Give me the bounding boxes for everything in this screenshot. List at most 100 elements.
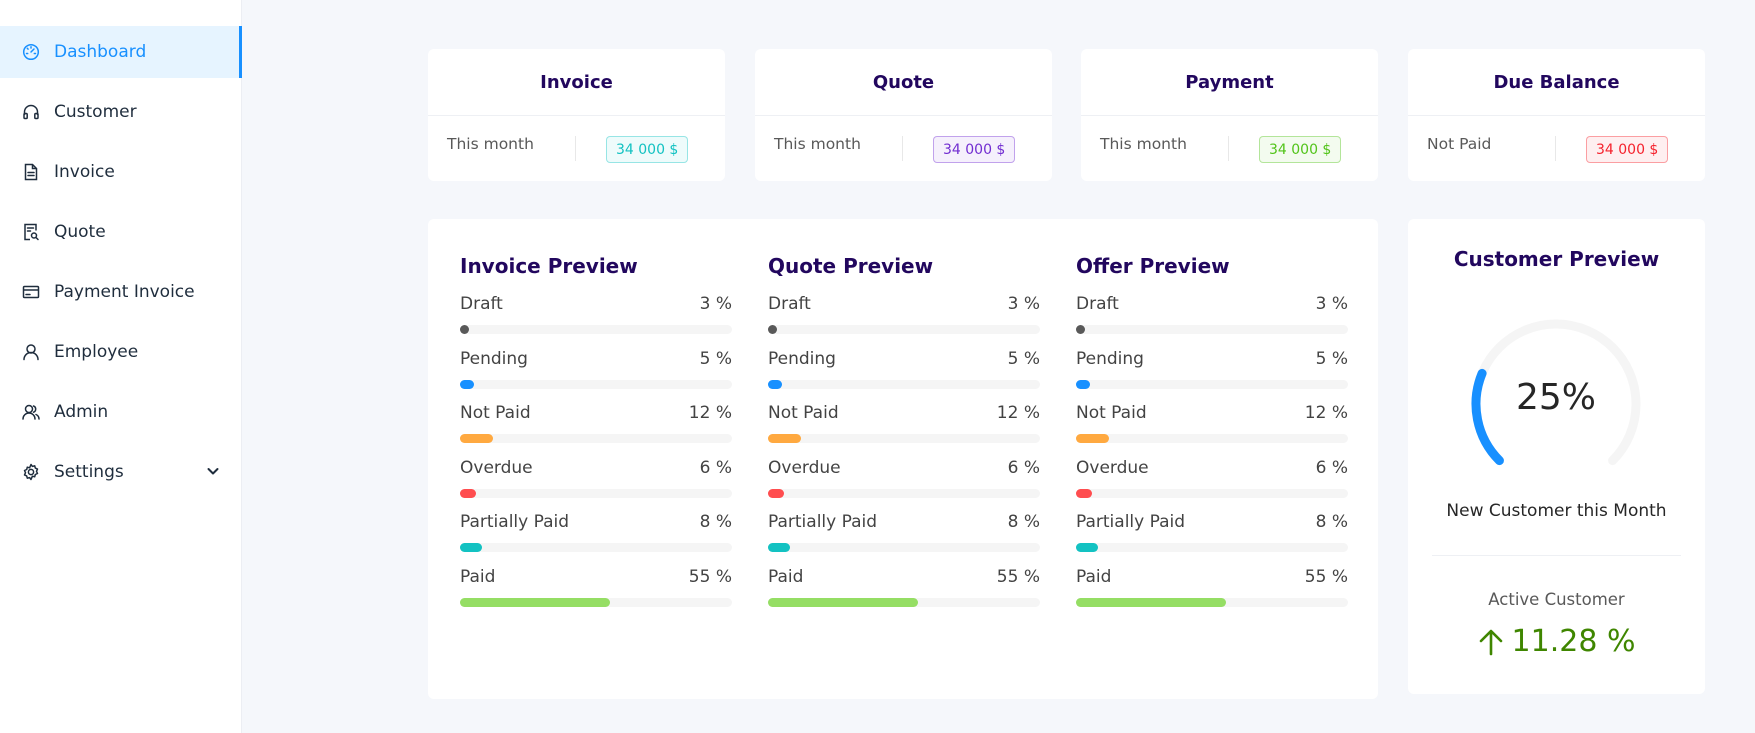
status-label: Draft	[768, 294, 811, 314]
status-row: Paid 55 %	[460, 567, 732, 617]
summary-card-payment: Payment This month 34 000 $	[1081, 49, 1378, 181]
summary-card-label: This month	[1100, 135, 1187, 153]
sidebar-item-label: Invoice	[54, 162, 115, 182]
sidebar-item-employee[interactable]: Employee	[0, 326, 242, 378]
progress-fill	[460, 598, 610, 607]
status-percent: 6 %	[1315, 457, 1348, 478]
status-percent: 12 %	[996, 403, 1040, 424]
status-label: Pending	[1076, 348, 1144, 369]
status-label: Paid	[768, 567, 804, 587]
status-row: Overdue 6 %	[768, 458, 1040, 508]
summary-card-invoice: Invoice This month 34 000 $	[428, 49, 725, 181]
status-row: Paid 55 %	[768, 567, 1040, 617]
sidebar-item-label: Customer	[54, 102, 137, 122]
sidebar-item-label: Dashboard	[54, 42, 147, 62]
headphones-icon	[22, 103, 40, 121]
file-search-icon	[22, 223, 40, 241]
progress-fill	[768, 598, 918, 607]
progress-fill	[1076, 434, 1109, 444]
sidebar-item-customer[interactable]: Customer	[0, 86, 242, 138]
summary-card-title: Due Balance	[1408, 49, 1705, 116]
status-row: Draft 3 %	[768, 294, 1040, 344]
status-row: Not Paid 12 %	[768, 403, 1040, 453]
progress-fill	[460, 488, 477, 498]
status-percent: 3 %	[1315, 294, 1348, 314]
status-percent: 55 %	[1304, 567, 1348, 587]
status-percent: 5 %	[1007, 348, 1040, 369]
divider	[1432, 555, 1681, 556]
team-icon	[22, 403, 40, 421]
summary-card-quote: Quote This month 34 000 $	[755, 49, 1052, 181]
divider	[1555, 136, 1556, 161]
summary-card-title: Payment	[1081, 49, 1378, 116]
status-row: Paid 55 %	[1076, 567, 1348, 617]
progress-track	[768, 325, 1040, 334]
progress-track	[768, 434, 1040, 444]
summary-card-label: This month	[447, 135, 534, 153]
progress-track	[1076, 543, 1348, 553]
divider	[902, 136, 903, 161]
progress-fill	[460, 543, 482, 553]
status-row: Not Paid 12 %	[460, 403, 732, 453]
status-percent: 6 %	[699, 457, 732, 478]
progress-track	[1076, 325, 1348, 334]
status-percent: 6 %	[1007, 457, 1040, 478]
progress-fill	[1076, 488, 1093, 498]
active-customer-number: 11.28 %	[1511, 624, 1636, 659]
sidebar-item-dashboard[interactable]: Dashboard	[0, 26, 242, 78]
sidebar-item-settings[interactable]: Settings	[0, 446, 242, 498]
status-label: Partially Paid	[1076, 512, 1186, 533]
amount-tag: 34 000 $	[933, 136, 1016, 163]
sidebar-item-label: Admin	[54, 402, 109, 422]
summary-card-label: This month	[774, 135, 861, 153]
progress-fill	[768, 379, 782, 389]
status-label: Paid	[460, 567, 496, 587]
preview-title: Invoice Preview	[460, 254, 638, 278]
status-label: Draft	[460, 294, 503, 314]
progress-fill	[460, 379, 474, 389]
divider	[575, 136, 576, 161]
status-percent: 5 %	[1315, 348, 1348, 369]
progress-fill	[460, 434, 493, 444]
progress-fill	[1076, 325, 1085, 334]
progress-track	[1076, 488, 1348, 498]
status-row: Partially Paid 8 %	[768, 512, 1040, 562]
chevron-down-icon[interactable]	[206, 463, 220, 483]
arrow-up-icon	[1479, 629, 1502, 655]
status-label: Draft	[1076, 294, 1119, 314]
credit-card-icon	[22, 283, 40, 301]
progress-track	[460, 379, 732, 389]
progress-fill	[768, 543, 790, 553]
progress-track	[1076, 434, 1348, 444]
sidebar-item-admin[interactable]: Admin	[0, 386, 242, 438]
customer-gauge	[1471, 319, 1641, 466]
status-row: Draft 3 %	[460, 294, 732, 344]
amount-tag: 34 000 $	[1586, 136, 1669, 163]
status-percent: 5 %	[699, 348, 732, 369]
progress-track	[768, 543, 1040, 553]
status-percent: 3 %	[1007, 294, 1040, 314]
progress-track	[460, 434, 732, 444]
file-text-icon	[22, 163, 40, 181]
customer-preview-card: Customer Preview 25% New Customer this M…	[1408, 219, 1705, 694]
sidebar-item-label: Employee	[54, 342, 139, 362]
sidebar-item-quote[interactable]: Quote	[0, 206, 242, 258]
sidebar-item-invoice[interactable]: Invoice	[0, 146, 242, 198]
status-label: Overdue	[1076, 457, 1149, 478]
progress-fill	[460, 325, 469, 334]
status-label: Not Paid	[768, 403, 839, 424]
progress-track	[768, 598, 1040, 607]
status-percent: 8 %	[1315, 512, 1348, 533]
progress-track	[768, 379, 1040, 389]
status-percent: 8 %	[1007, 512, 1040, 533]
sidebar-item-label: Settings	[54, 462, 124, 482]
status-label: Overdue	[768, 457, 841, 478]
status-label: Not Paid	[1076, 403, 1147, 424]
progress-track	[460, 325, 732, 334]
progress-track	[460, 598, 732, 607]
status-row: Pending 5 %	[1076, 349, 1348, 399]
status-row: Overdue 6 %	[460, 458, 732, 508]
progress-track	[1076, 379, 1348, 389]
sidebar-item-payment-invoice[interactable]: Payment Invoice	[0, 266, 242, 318]
status-row: Partially Paid 8 %	[1076, 512, 1348, 562]
